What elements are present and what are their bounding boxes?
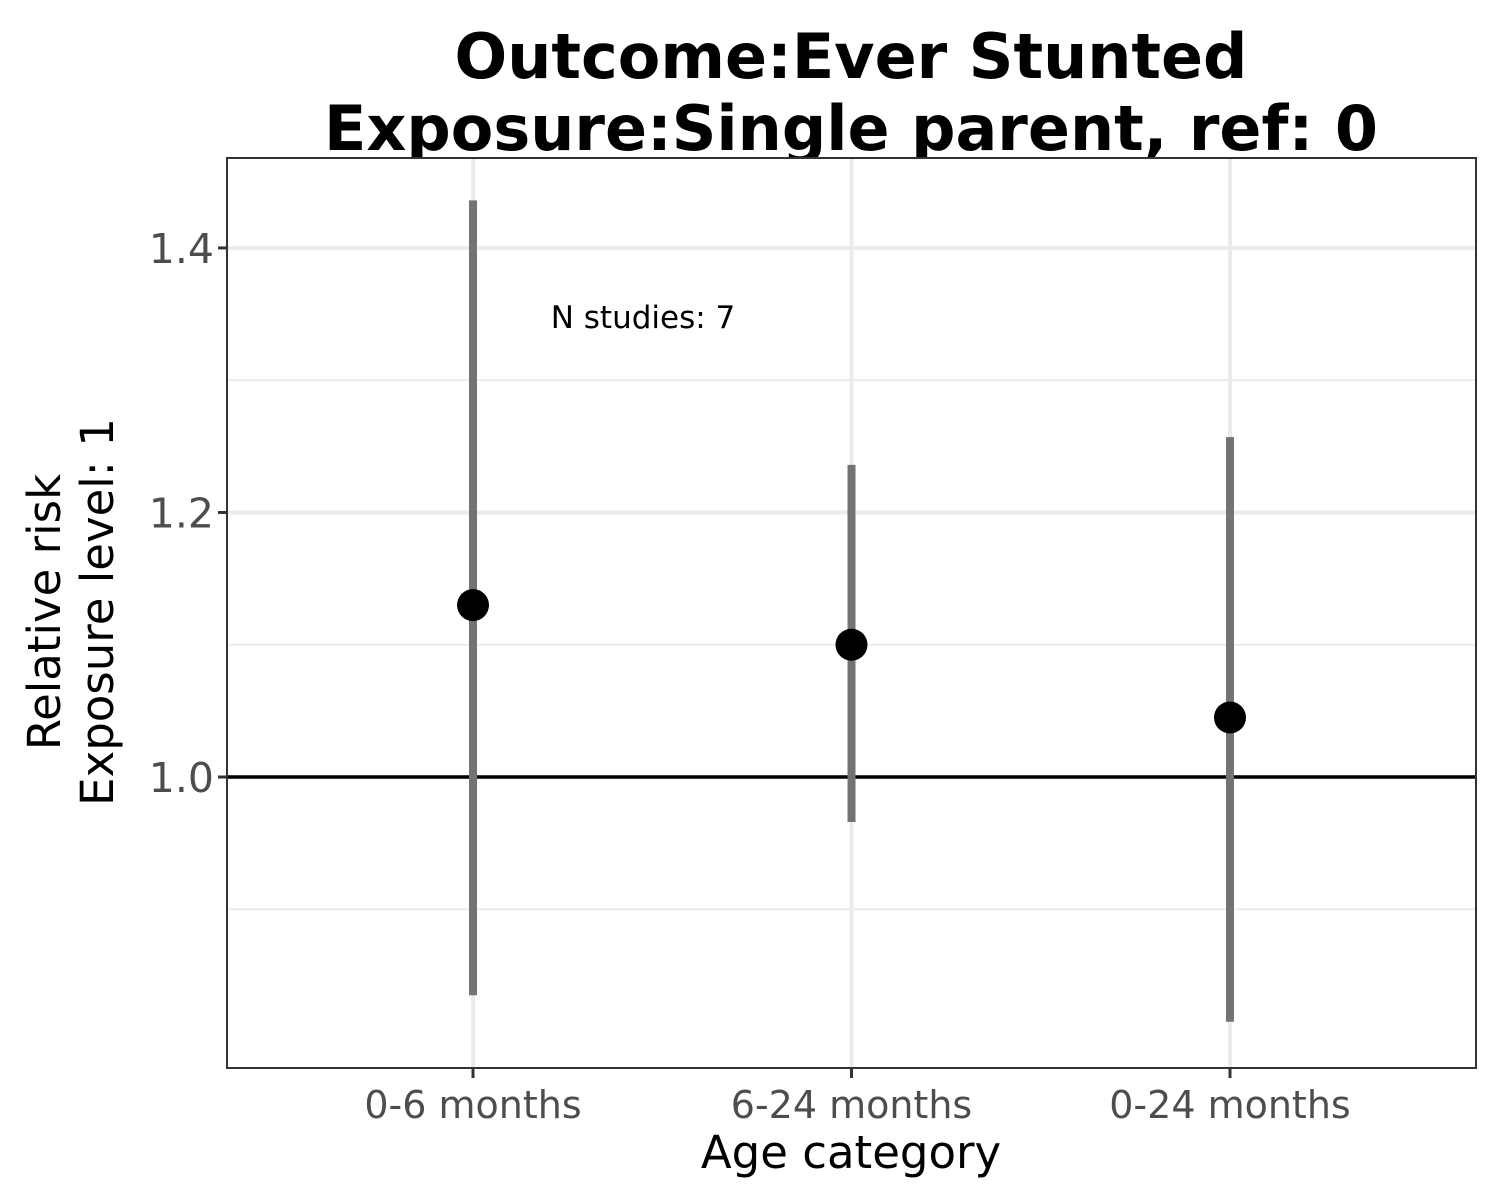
y-tick-label: 1.4 [149,225,214,273]
annotation-n-studies: N studies: 7 [551,300,736,336]
x-tick-label: 0-6 months [364,1083,581,1127]
x-axis-title: Age category [701,1126,1001,1179]
y-tick-label: 1.0 [149,754,214,802]
chart-title-line-1: Outcome:Ever Stunted [455,20,1248,93]
y-tick-label: 1.2 [149,489,214,537]
data-point-3 [1213,701,1246,734]
data-point-2 [835,628,868,661]
y-axis-title-line-1: Relative risk [18,474,71,750]
plot-area: N studies: 7 1.0 1.2 1.4 0-6 months 6-24 mont… [149,157,1477,1127]
x-tick-label: 6-24 months [731,1083,972,1127]
x-tick-label: 0-24 months [1109,1083,1350,1127]
chart-title-line-2: Exposure:Single parent, ref: 0 [324,92,1378,165]
data-point-1 [457,589,490,622]
y-axis-title-line-2: Exposure level: 1 [71,418,124,806]
